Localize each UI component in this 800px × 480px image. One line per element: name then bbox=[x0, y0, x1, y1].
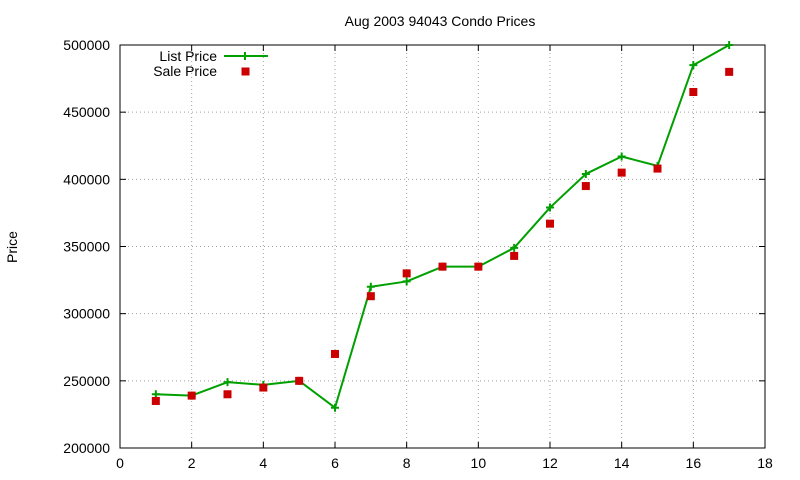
legend-marker-sale-price bbox=[241, 67, 250, 76]
legend-marker-list-price bbox=[241, 52, 249, 60]
sale-price-point bbox=[151, 396, 160, 405]
y-tick-label: 500000 bbox=[63, 37, 110, 53]
sale-price-point bbox=[474, 262, 483, 271]
y-axis-label: Price bbox=[4, 231, 20, 263]
x-tick-label: 10 bbox=[471, 455, 487, 471]
x-tick-label: 6 bbox=[331, 455, 339, 471]
x-tick-label: 18 bbox=[757, 455, 773, 471]
list-price-point bbox=[689, 61, 698, 70]
y-axis: 200000 250000 300000 350000 400000 450000 5000… bbox=[63, 37, 765, 456]
legend-label-list-price: List Price bbox=[159, 48, 217, 64]
y-tick-label: 350000 bbox=[63, 239, 110, 255]
y-tick-label: 250000 bbox=[63, 373, 110, 389]
list-price-point bbox=[546, 203, 554, 212]
sale-price-point bbox=[331, 349, 339, 358]
sale-price-point bbox=[653, 164, 662, 173]
list-price-point bbox=[223, 378, 232, 387]
sale-price-point bbox=[259, 383, 268, 392]
chart-title: Aug 2003 94043 Condo Prices bbox=[345, 13, 536, 29]
x-tick-label: 12 bbox=[542, 455, 558, 471]
sale-price-point bbox=[581, 182, 590, 191]
list-price-point bbox=[331, 403, 339, 412]
x-tick-label: 16 bbox=[686, 455, 702, 471]
x-tick-label: 8 bbox=[403, 455, 411, 471]
sale-price-point bbox=[725, 67, 734, 76]
sale-price-point bbox=[366, 292, 375, 301]
list-price-point bbox=[581, 169, 590, 178]
y-tick-label: 400000 bbox=[63, 171, 110, 187]
grid bbox=[120, 45, 765, 448]
sale-price-point bbox=[402, 269, 411, 278]
list-price-line bbox=[155, 44, 730, 409]
legend-label-sale-price: Sale Price bbox=[153, 63, 217, 79]
list-price-point bbox=[510, 243, 519, 252]
sale-price-point bbox=[510, 251, 519, 260]
x-tick-label: 2 bbox=[188, 455, 196, 471]
series-layer bbox=[151, 41, 734, 412]
sale-price-point bbox=[187, 391, 196, 400]
y-tick-label: 450000 bbox=[63, 104, 110, 120]
y-tick-label: 300000 bbox=[63, 306, 110, 322]
sale-price-point bbox=[617, 168, 626, 177]
legend: List Price Sale Price bbox=[153, 48, 268, 79]
sale-price-point bbox=[223, 390, 232, 399]
list-price-point bbox=[725, 41, 734, 49]
sale-price-point bbox=[546, 219, 554, 228]
list-price-point bbox=[366, 282, 375, 291]
sale-price-point bbox=[295, 376, 304, 385]
sale-price-point bbox=[438, 262, 447, 271]
x-tick-label: 14 bbox=[614, 455, 630, 471]
x-axis: 0 2 4 6 8 10 12 14 16 18 bbox=[116, 45, 773, 471]
sale-price-point bbox=[689, 88, 698, 97]
x-tick-label: 4 bbox=[259, 455, 267, 471]
list-price-point bbox=[151, 390, 160, 399]
y-tick-label: 200000 bbox=[63, 440, 110, 456]
list-price-point bbox=[617, 152, 626, 161]
list-price-point bbox=[402, 277, 411, 286]
x-tick-label: 0 bbox=[116, 455, 124, 471]
